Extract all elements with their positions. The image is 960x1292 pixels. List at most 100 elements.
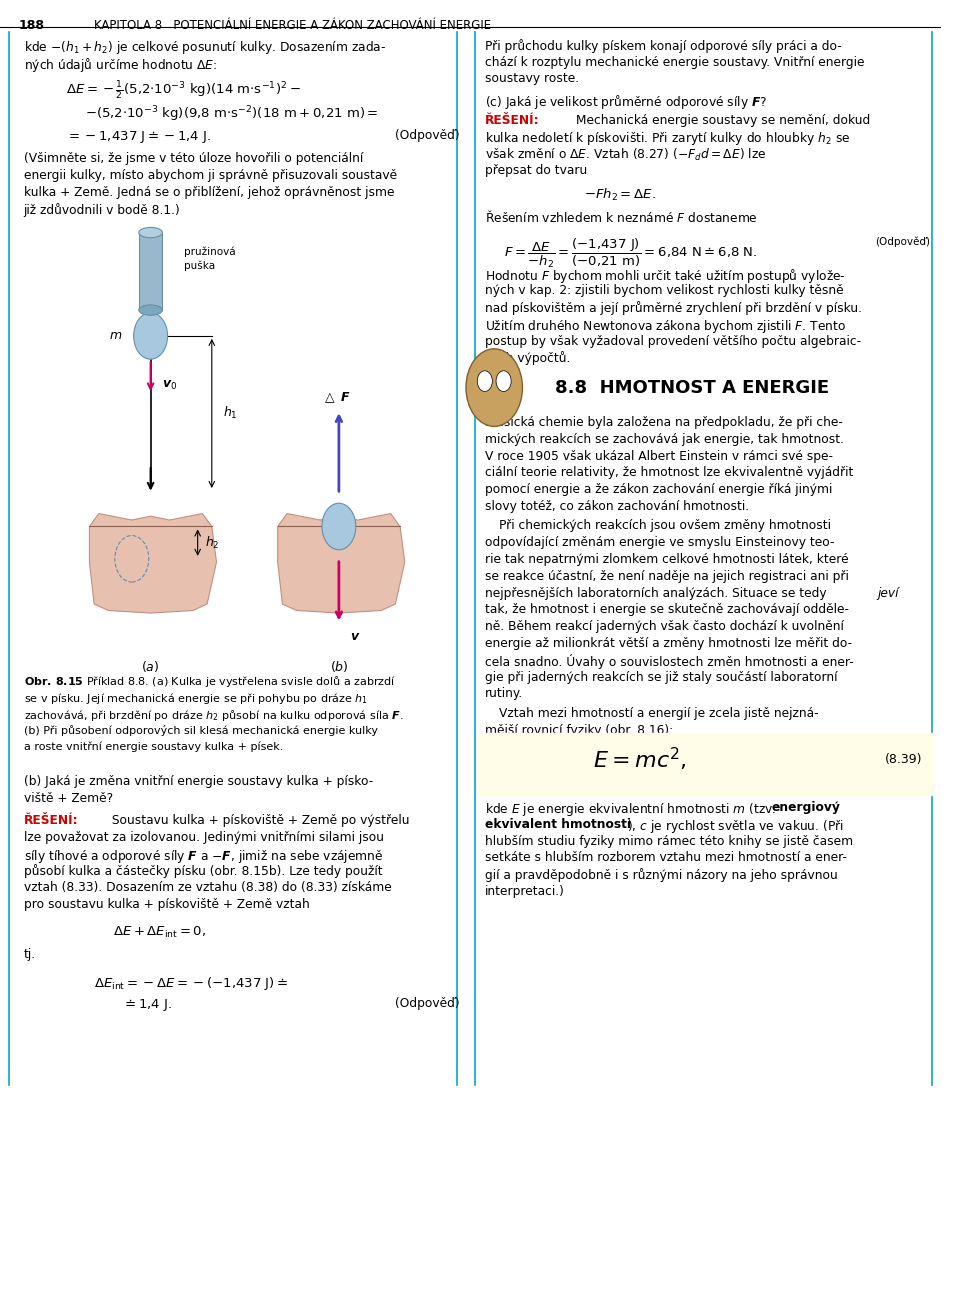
Text: (Odpověď): (Odpověď) bbox=[876, 236, 930, 247]
Circle shape bbox=[322, 504, 356, 550]
Text: vztah (8.33). Dosazením ze vztahu (8.38) do (8.33) získáme: vztah (8.33). Dosazením ze vztahu (8.38)… bbox=[24, 881, 392, 894]
Polygon shape bbox=[277, 514, 405, 614]
Text: Mechanická energie soustavy se nemění, dokud: Mechanická energie soustavy se nemění, d… bbox=[572, 114, 871, 127]
Text: lze považovat za izolovanou. Jedinými vnitřními silami jsou: lze považovat za izolovanou. Jedinými vn… bbox=[24, 831, 384, 844]
FancyBboxPatch shape bbox=[478, 733, 932, 795]
Text: mických reakcích se zachovává jak energie, tak hmotnost.: mických reakcích se zachovává jak energi… bbox=[485, 433, 844, 446]
Text: (8.39): (8.39) bbox=[885, 753, 923, 766]
Text: V roce 1905 však ukázal Albert Einstein v rámci své spe-: V roce 1905 však ukázal Albert Einstein … bbox=[485, 450, 832, 463]
Text: $\Delta E + \Delta E_{\mathrm{int}} = 0,$: $\Delta E + \Delta E_{\mathrm{int}} = 0,… bbox=[113, 925, 206, 941]
Text: tj.: tj. bbox=[24, 948, 36, 961]
Text: $\triangle\ \boldsymbol{F}$: $\triangle\ \boldsymbol{F}$ bbox=[322, 390, 350, 404]
Text: energiový: energiový bbox=[772, 801, 841, 814]
Text: kde $E$ je energie ekvivalentní hmotnosti $m$ (tzv.: kde $E$ je energie ekvivalentní hmotnost… bbox=[485, 801, 778, 818]
Text: ), $c$ je rychlost světla ve vakuu. (Při: ), $c$ je rychlost světla ve vakuu. (Při bbox=[627, 818, 844, 835]
Ellipse shape bbox=[139, 305, 162, 315]
Text: kých výpočtů.: kých výpočtů. bbox=[485, 351, 570, 366]
Text: již zdůvodnili v bodě 8.1.): již zdůvodnili v bodě 8.1.) bbox=[24, 203, 180, 217]
Text: interpretaci.): interpretaci.) bbox=[485, 885, 564, 898]
Text: $\boldsymbol{v}_0$: $\boldsymbol{v}_0$ bbox=[162, 379, 178, 391]
Text: $E = mc^2,$: $E = mc^2,$ bbox=[593, 745, 687, 774]
Text: pružinová
puška: pružinová puška bbox=[183, 247, 235, 270]
Text: odpovídající změnám energie ve smyslu Einsteinovy teo-: odpovídající změnám energie ve smyslu Ei… bbox=[485, 536, 834, 549]
Ellipse shape bbox=[139, 227, 162, 238]
Text: (Všimněte si, že jsme v této úloze hovořili o potenciální: (Všimněte si, že jsme v této úloze hovoř… bbox=[24, 152, 363, 165]
Text: $(a)$: $(a)$ bbox=[141, 659, 159, 674]
Text: ŘEŠENÍ:: ŘEŠENÍ: bbox=[24, 814, 78, 827]
Text: ŘEŠENÍ:: ŘEŠENÍ: bbox=[485, 114, 540, 127]
Text: (b) Při působení odporových sil klesá mechanická energie kulky: (b) Při působení odporových sil klesá me… bbox=[24, 725, 377, 736]
Text: ně. Během reakcí jaderných však často dochází k uvolnění: ně. Během reakcí jaderných však často do… bbox=[485, 620, 844, 633]
Text: gie při jaderných reakcích se již staly součástí laboratorní: gie při jaderných reakcích se již staly … bbox=[485, 671, 837, 683]
Text: viště + Země?: viště + Země? bbox=[24, 792, 112, 805]
Text: mější rovnicí fyziky (obr. 8.16):: mější rovnicí fyziky (obr. 8.16): bbox=[485, 724, 673, 736]
Text: 188: 188 bbox=[19, 19, 45, 32]
Text: $\boldsymbol{v}$: $\boldsymbol{v}$ bbox=[350, 630, 361, 643]
Text: $(b)$: $(b)$ bbox=[329, 659, 348, 674]
Text: nad pískovištěm a její průměrné zrychlení při brzdění v písku.: nad pískovištěm a její průměrné zrychlen… bbox=[485, 301, 862, 315]
Text: cela snadno. Úvahy o souvislostech změn hmotnosti a ener-: cela snadno. Úvahy o souvislostech změn … bbox=[485, 654, 853, 669]
Text: gií a pravděpodobně i s různými názory na jeho správnou: gií a pravděpodobně i s různými názory n… bbox=[485, 868, 837, 882]
Text: chází k rozptylu mechanické energie soustavy. Vnitřní energie: chází k rozptylu mechanické energie sous… bbox=[485, 56, 864, 68]
Text: se v písku. Její mechanická energie se při pohybu po dráze $h_1$: se v písku. Její mechanická energie se p… bbox=[24, 691, 368, 707]
Text: Při průchodu kulky pískem konají odporové síly práci a do-: Při průchodu kulky pískem konají odporov… bbox=[485, 39, 842, 53]
Text: $-(5{,}2{\cdot}10^{-3}\ \mathrm{kg})(9{,}8\ \mathrm{m{\cdot}s^{-2}})(18\ \mathrm: $-(5{,}2{\cdot}10^{-3}\ \mathrm{kg})(9{,… bbox=[84, 105, 378, 124]
Text: $\Delta E_{\mathrm{int}} = -\Delta E = -(-1{,}437\ \mathrm{J}) \doteq$: $\Delta E_{\mathrm{int}} = -\Delta E = -… bbox=[94, 975, 288, 992]
Text: se reakce účastní, že není naděje na jejich registraci ani při: se reakce účastní, že není naděje na jej… bbox=[485, 570, 849, 583]
Text: $h_2$: $h_2$ bbox=[205, 535, 220, 550]
Text: $\bf{Obr.\,8.15}$ Příklad 8.8. (a) Kulka je vystřelena svisle dolů a zabrzdí: $\bf{Obr.\,8.15}$ Příklad 8.8. (a) Kulka… bbox=[24, 674, 396, 690]
Text: $m$: $m$ bbox=[109, 329, 122, 342]
Text: (b) Jaká je změna vnitřní energie soustavy kulka + písko-: (b) Jaká je změna vnitřní energie sousta… bbox=[24, 775, 372, 788]
Text: tak, že hmotnost i energie se skutečně zachovávají odděle-: tak, že hmotnost i energie se skutečně z… bbox=[485, 603, 849, 616]
Text: 8.8  HMOTNOST A ENERGIE: 8.8 HMOTNOST A ENERGIE bbox=[555, 379, 828, 397]
Text: Soustavu kulka + pískoviště + Země po výstřelu: Soustavu kulka + pískoviště + Země po vý… bbox=[108, 814, 410, 827]
Text: zachovává, při brzdění po dráze $h_2$ působí na kulku odporová síla $\boldsymbol: zachovává, při brzdění po dráze $h_2$ pů… bbox=[24, 708, 403, 724]
Text: rie tak nepatrnými zlomkem celkové hmotnosti látek, které: rie tak nepatrnými zlomkem celkové hmotn… bbox=[485, 553, 849, 566]
Text: $= -1{,}437\ \mathrm{J} \doteq -1{,}4\ \mathrm{J}.$: $= -1{,}437\ \mathrm{J} \doteq -1{,}4\ \… bbox=[66, 129, 211, 145]
Text: $h_1$: $h_1$ bbox=[223, 406, 238, 421]
Text: rutiny.: rutiny. bbox=[485, 687, 523, 700]
Text: nejpřesnějších laboratorních analýzách. Situace se tedy: nejpřesnějších laboratorních analýzách. … bbox=[485, 587, 830, 599]
Text: ných údajů určíme hodnotu $\Delta E$:: ných údajů určíme hodnotu $\Delta E$: bbox=[24, 56, 217, 74]
Text: kde $-(h_1 + h_2)$ je celkové posunutí kulky. Dosazením zada-: kde $-(h_1 + h_2)$ je celkové posunutí k… bbox=[24, 39, 386, 56]
Text: hlubším studiu fyziky mimo rámec této knihy se jistě časem: hlubším studiu fyziky mimo rámec této kn… bbox=[485, 835, 852, 848]
Text: však změní o $\Delta E$. Vztah (8.27) $(-F_d d = \Delta E)$ lze: však změní o $\Delta E$. Vztah (8.27) $(… bbox=[485, 147, 766, 163]
Text: (Odpověď): (Odpověď) bbox=[396, 129, 460, 142]
Text: a roste vnitřní energie soustavy kulka + písek.: a roste vnitřní energie soustavy kulka +… bbox=[24, 742, 283, 752]
Text: Hodnotu $F$ bychom mohli určit také užitím postupů vylože-: Hodnotu $F$ bychom mohli určit také užit… bbox=[485, 267, 846, 286]
Circle shape bbox=[133, 313, 168, 359]
Text: síly tíhové a odporové síly $\boldsymbol{F}$ a $-\boldsymbol{F}$, jimiž na sebe : síly tíhové a odporové síly $\boldsymbol… bbox=[24, 848, 383, 864]
Text: ných v kap. 2: zjistili bychom velikost rychlosti kulky těsně: ných v kap. 2: zjistili bychom velikost … bbox=[485, 284, 844, 297]
Text: slovy totéž, co zákon zachování hmotnosti.: slovy totéž, co zákon zachování hmotnost… bbox=[485, 500, 749, 513]
Text: soustavy roste.: soustavy roste. bbox=[485, 72, 579, 85]
Text: kulka + Země. Jedná se o přiblížení, jehož oprávněnost jsme: kulka + Země. Jedná se o přiblížení, jeh… bbox=[24, 186, 394, 199]
Text: $\doteq 1{,}4\ \mathrm{J}.$: $\doteq 1{,}4\ \mathrm{J}.$ bbox=[122, 997, 173, 1013]
Circle shape bbox=[496, 371, 511, 391]
Text: přepsat do tvaru: přepsat do tvaru bbox=[485, 164, 588, 177]
Text: pro soustavu kulka + pískoviště + Země vztah: pro soustavu kulka + pískoviště + Země v… bbox=[24, 898, 309, 911]
Text: Vztah mezi hmotností a energií je zcela jistě nejzná-: Vztah mezi hmotností a energií je zcela … bbox=[499, 707, 819, 720]
Text: ekvivalent hmotnosti: ekvivalent hmotnosti bbox=[485, 818, 631, 831]
Text: (c) Jaká je velikost průměrné odporové síly $\boldsymbol{F}$?: (c) Jaká je velikost průměrné odporové s… bbox=[485, 93, 767, 111]
Text: energii kulky, místo abychom ji správně přisuzovali soustavě: energii kulky, místo abychom ji správně … bbox=[24, 169, 396, 182]
Circle shape bbox=[477, 371, 492, 391]
Bar bbox=[139, 233, 162, 310]
Text: $F = \dfrac{\Delta E}{-h_2} = \dfrac{(-1{,}437\ \mathrm{J})}{(-0{,}21\ \mathrm{m: $F = \dfrac{\Delta E}{-h_2} = \dfrac{(-1… bbox=[504, 236, 757, 270]
Text: setkáte s hlubším rozborem vztahu mezi hmotností a ener-: setkáte s hlubším rozborem vztahu mezi h… bbox=[485, 851, 847, 864]
Text: Klasická chemie byla založena na předpokladu, že při che-: Klasická chemie byla založena na předpok… bbox=[485, 416, 843, 429]
Text: energie až milionkrát větší a změny hmotnosti lze měřit do-: energie až milionkrát větší a změny hmot… bbox=[485, 637, 852, 650]
Text: jeví: jeví bbox=[877, 587, 899, 599]
Text: $-Fh_2 = \Delta E.$: $-Fh_2 = \Delta E.$ bbox=[584, 187, 656, 203]
Text: postup by však vyžadoval provedení většího počtu algebraic-: postup by však vyžadoval provedení větší… bbox=[485, 335, 861, 348]
Text: ciální teorie relativity, že hmotnost lze ekvivalentně vyjádřit: ciální teorie relativity, že hmotnost lz… bbox=[485, 466, 853, 479]
Text: Užitím druhého Newtonova zákona bychom zjistili $F$. Tento: Užitím druhého Newtonova zákona bychom z… bbox=[485, 318, 846, 335]
Text: (Odpověď): (Odpověď) bbox=[396, 997, 460, 1010]
Text: $\Delta E = -\frac{1}{2}(5{,}2{\cdot}10^{-3}\ \mathrm{kg})(14\ \mathrm{m{\cdot}s: $\Delta E = -\frac{1}{2}(5{,}2{\cdot}10^… bbox=[66, 80, 300, 102]
Text: Řešením vzhledem k neznámé $F$ dostaneme: Řešením vzhledem k neznámé $F$ dostaneme bbox=[485, 209, 757, 225]
Circle shape bbox=[466, 349, 522, 426]
Text: kulka nedoletí k pískovišti. Při zarytí kulky do hloubky $h_2$ se: kulka nedoletí k pískovišti. Při zarytí … bbox=[485, 130, 851, 147]
Text: působí kulka a částečky písku (obr. 8.15b). Lze tedy použít: působí kulka a částečky písku (obr. 8.15… bbox=[24, 864, 382, 879]
Text: pomocí energie a že zákon zachování energie říká jinými: pomocí energie a že zákon zachování ener… bbox=[485, 483, 832, 496]
Text: KAPITOLA 8   POTENCIÁLNÍ ENERGIE A ZÁKON ZACHOVÁNÍ ENERGIE: KAPITOLA 8 POTENCIÁLNÍ ENERGIE A ZÁKON Z… bbox=[94, 19, 492, 32]
Text: Při chemických reakcích jsou ovšem změny hmotnosti: Při chemických reakcích jsou ovšem změny… bbox=[499, 519, 831, 532]
